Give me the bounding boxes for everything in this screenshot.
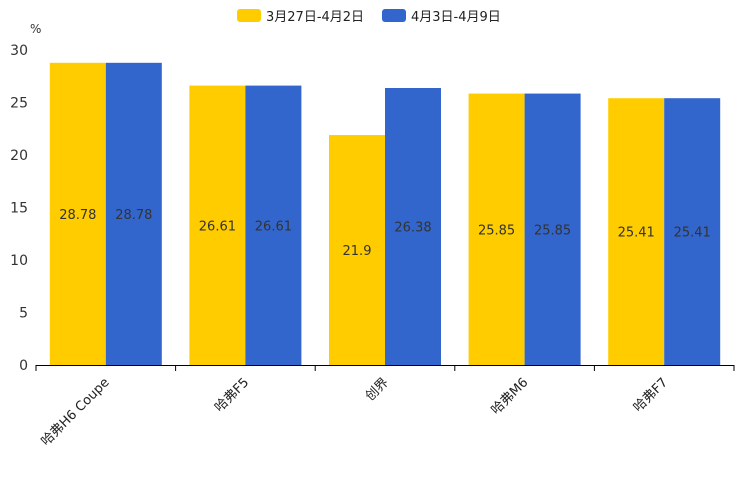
legend-label: 3月27日-4月2日: [266, 10, 364, 25]
data-label: 28.78: [115, 208, 152, 223]
data-label: 25.85: [534, 223, 571, 238]
x-tick-label: 哈弗F5: [212, 375, 252, 415]
y-tick-label: 25: [10, 96, 28, 112]
x-tick-label: 哈弗F7: [631, 375, 671, 415]
y-axis-label: %: [30, 22, 41, 36]
bar: [245, 85, 302, 365]
bar: [189, 85, 246, 365]
y-tick-label: 20: [10, 148, 28, 164]
bar: [524, 93, 581, 365]
y-tick-label: 5: [19, 306, 28, 322]
y-tick-label: 0: [19, 358, 28, 374]
data-label: 26.61: [255, 219, 292, 234]
bar: [608, 98, 665, 365]
data-label: 26.61: [199, 219, 236, 234]
data-label: 25.85: [478, 223, 515, 238]
data-label: 28.78: [59, 208, 96, 223]
bar: [468, 93, 525, 365]
y-tick-label: 10: [10, 253, 28, 269]
y-tick-label: 30: [10, 43, 28, 59]
legend-swatch: [237, 9, 261, 22]
data-label: 21.9: [343, 244, 372, 259]
data-label: 26.38: [394, 221, 431, 236]
legend-label: 4月3日-4月9日: [411, 10, 501, 25]
bar: [105, 62, 162, 366]
x-tick-label: 创界: [363, 375, 392, 404]
legend-swatch: [382, 9, 406, 22]
data-label: 25.41: [674, 226, 711, 241]
x-tick-label: 哈弗M6: [489, 375, 532, 418]
y-tick-label: 15: [10, 201, 28, 217]
bar: [664, 98, 721, 365]
bar: [385, 88, 441, 365]
bar: [329, 135, 385, 365]
bar: [49, 62, 106, 366]
data-label: 25.41: [618, 226, 655, 241]
x-tick-label: 哈弗H6 Coupe: [39, 375, 113, 449]
